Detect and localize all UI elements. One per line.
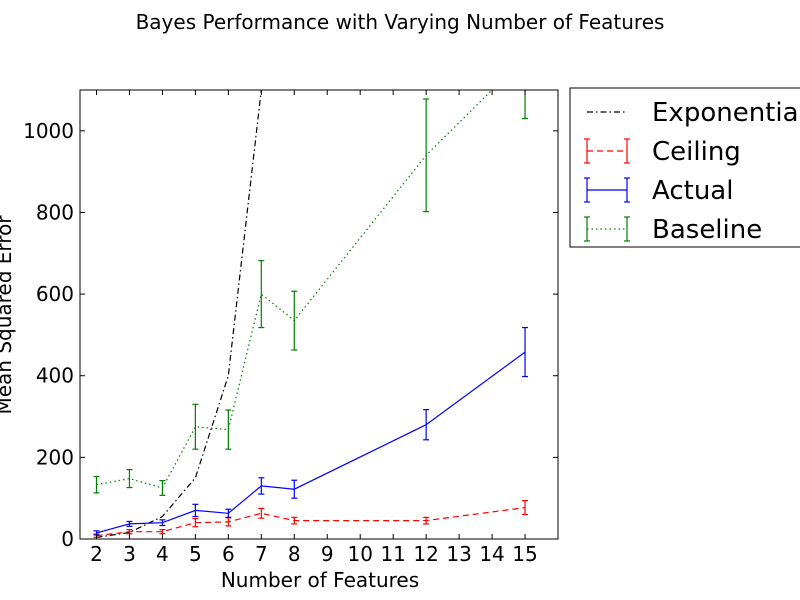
- x-tick-label: 3: [123, 542, 136, 566]
- y-tick-label: 400: [36, 364, 74, 388]
- series-line-exponential: [96, 90, 262, 538]
- error-bar-baseline: [159, 480, 166, 496]
- error-bar-ceiling: [522, 500, 529, 516]
- error-bar-baseline: [423, 98, 430, 213]
- legend-label-actual: Actual: [652, 176, 733, 206]
- error-bar-baseline: [192, 403, 199, 450]
- legend-label-ceiling: Ceiling: [652, 137, 741, 167]
- legend-entry-exponential: Exponential: [587, 98, 800, 128]
- y-tick-label: 200: [36, 445, 74, 469]
- legend-label-baseline: Baseline: [652, 215, 762, 245]
- legend-entry-actual: Actual: [584, 176, 733, 206]
- y-tick-label: 1000: [23, 119, 74, 143]
- x-axis-label: Number of Features: [221, 568, 419, 592]
- x-tick-label: 10: [347, 542, 372, 566]
- x-tick-label: 7: [255, 542, 268, 566]
- error-bar-ceiling: [159, 529, 166, 535]
- error-bar-actual: [522, 326, 529, 378]
- x-tick-label: 14: [479, 542, 504, 566]
- error-bar-ceiling: [258, 507, 265, 519]
- x-tick-label: 11: [380, 542, 405, 566]
- error-bar-baseline: [93, 475, 100, 494]
- error-bar-ceiling: [291, 516, 298, 525]
- x-tick-label: 13: [446, 542, 471, 566]
- error-bar-baseline: [225, 409, 232, 450]
- error-bar-baseline: [291, 290, 298, 351]
- x-tick-label: 12: [413, 542, 438, 566]
- plot-frame: [79, 89, 559, 540]
- legend-entry-ceiling: Ceiling: [584, 137, 741, 167]
- error-bar-actual: [159, 519, 166, 527]
- error-bar-actual: [423, 409, 430, 441]
- x-tick-label: 5: [189, 542, 202, 566]
- error-bar-ceiling: [192, 517, 199, 528]
- y-tick-label: 0: [61, 527, 74, 551]
- legend: Exponential Ceiling Actual Baseline: [569, 87, 800, 248]
- y-tick-label: 800: [36, 200, 74, 224]
- x-tick-label: 4: [156, 542, 169, 566]
- error-bar-baseline: [258, 260, 265, 329]
- legend-box: [569, 87, 800, 248]
- legend-entry-baseline: Baseline: [584, 215, 762, 245]
- chart-title: Bayes Performance with Varying Number of…: [136, 10, 665, 34]
- error-bar-actual: [258, 477, 265, 495]
- error-bar-actual: [192, 503, 199, 518]
- error-bar-baseline: [126, 469, 133, 489]
- plot-area: [80, 90, 558, 539]
- y-tick-label: 600: [36, 282, 74, 306]
- error-bar-actual: [126, 520, 133, 527]
- x-tick-label: 6: [222, 542, 235, 566]
- x-tick-label: 9: [321, 542, 334, 566]
- error-bar-actual: [291, 479, 298, 499]
- error-bar-ceiling: [126, 529, 133, 535]
- error-bar-ceiling: [423, 516, 430, 525]
- error-bar-baseline: [522, 90, 529, 120]
- legend-label-exponential: Exponential: [652, 98, 800, 128]
- x-tick-label: 15: [512, 542, 537, 566]
- x-tick-label: 8: [288, 542, 301, 566]
- y-axis-label: Mean Squared Error: [0, 215, 16, 415]
- error-bar-actual: [225, 508, 232, 518]
- x-tick-label: 2: [90, 542, 103, 566]
